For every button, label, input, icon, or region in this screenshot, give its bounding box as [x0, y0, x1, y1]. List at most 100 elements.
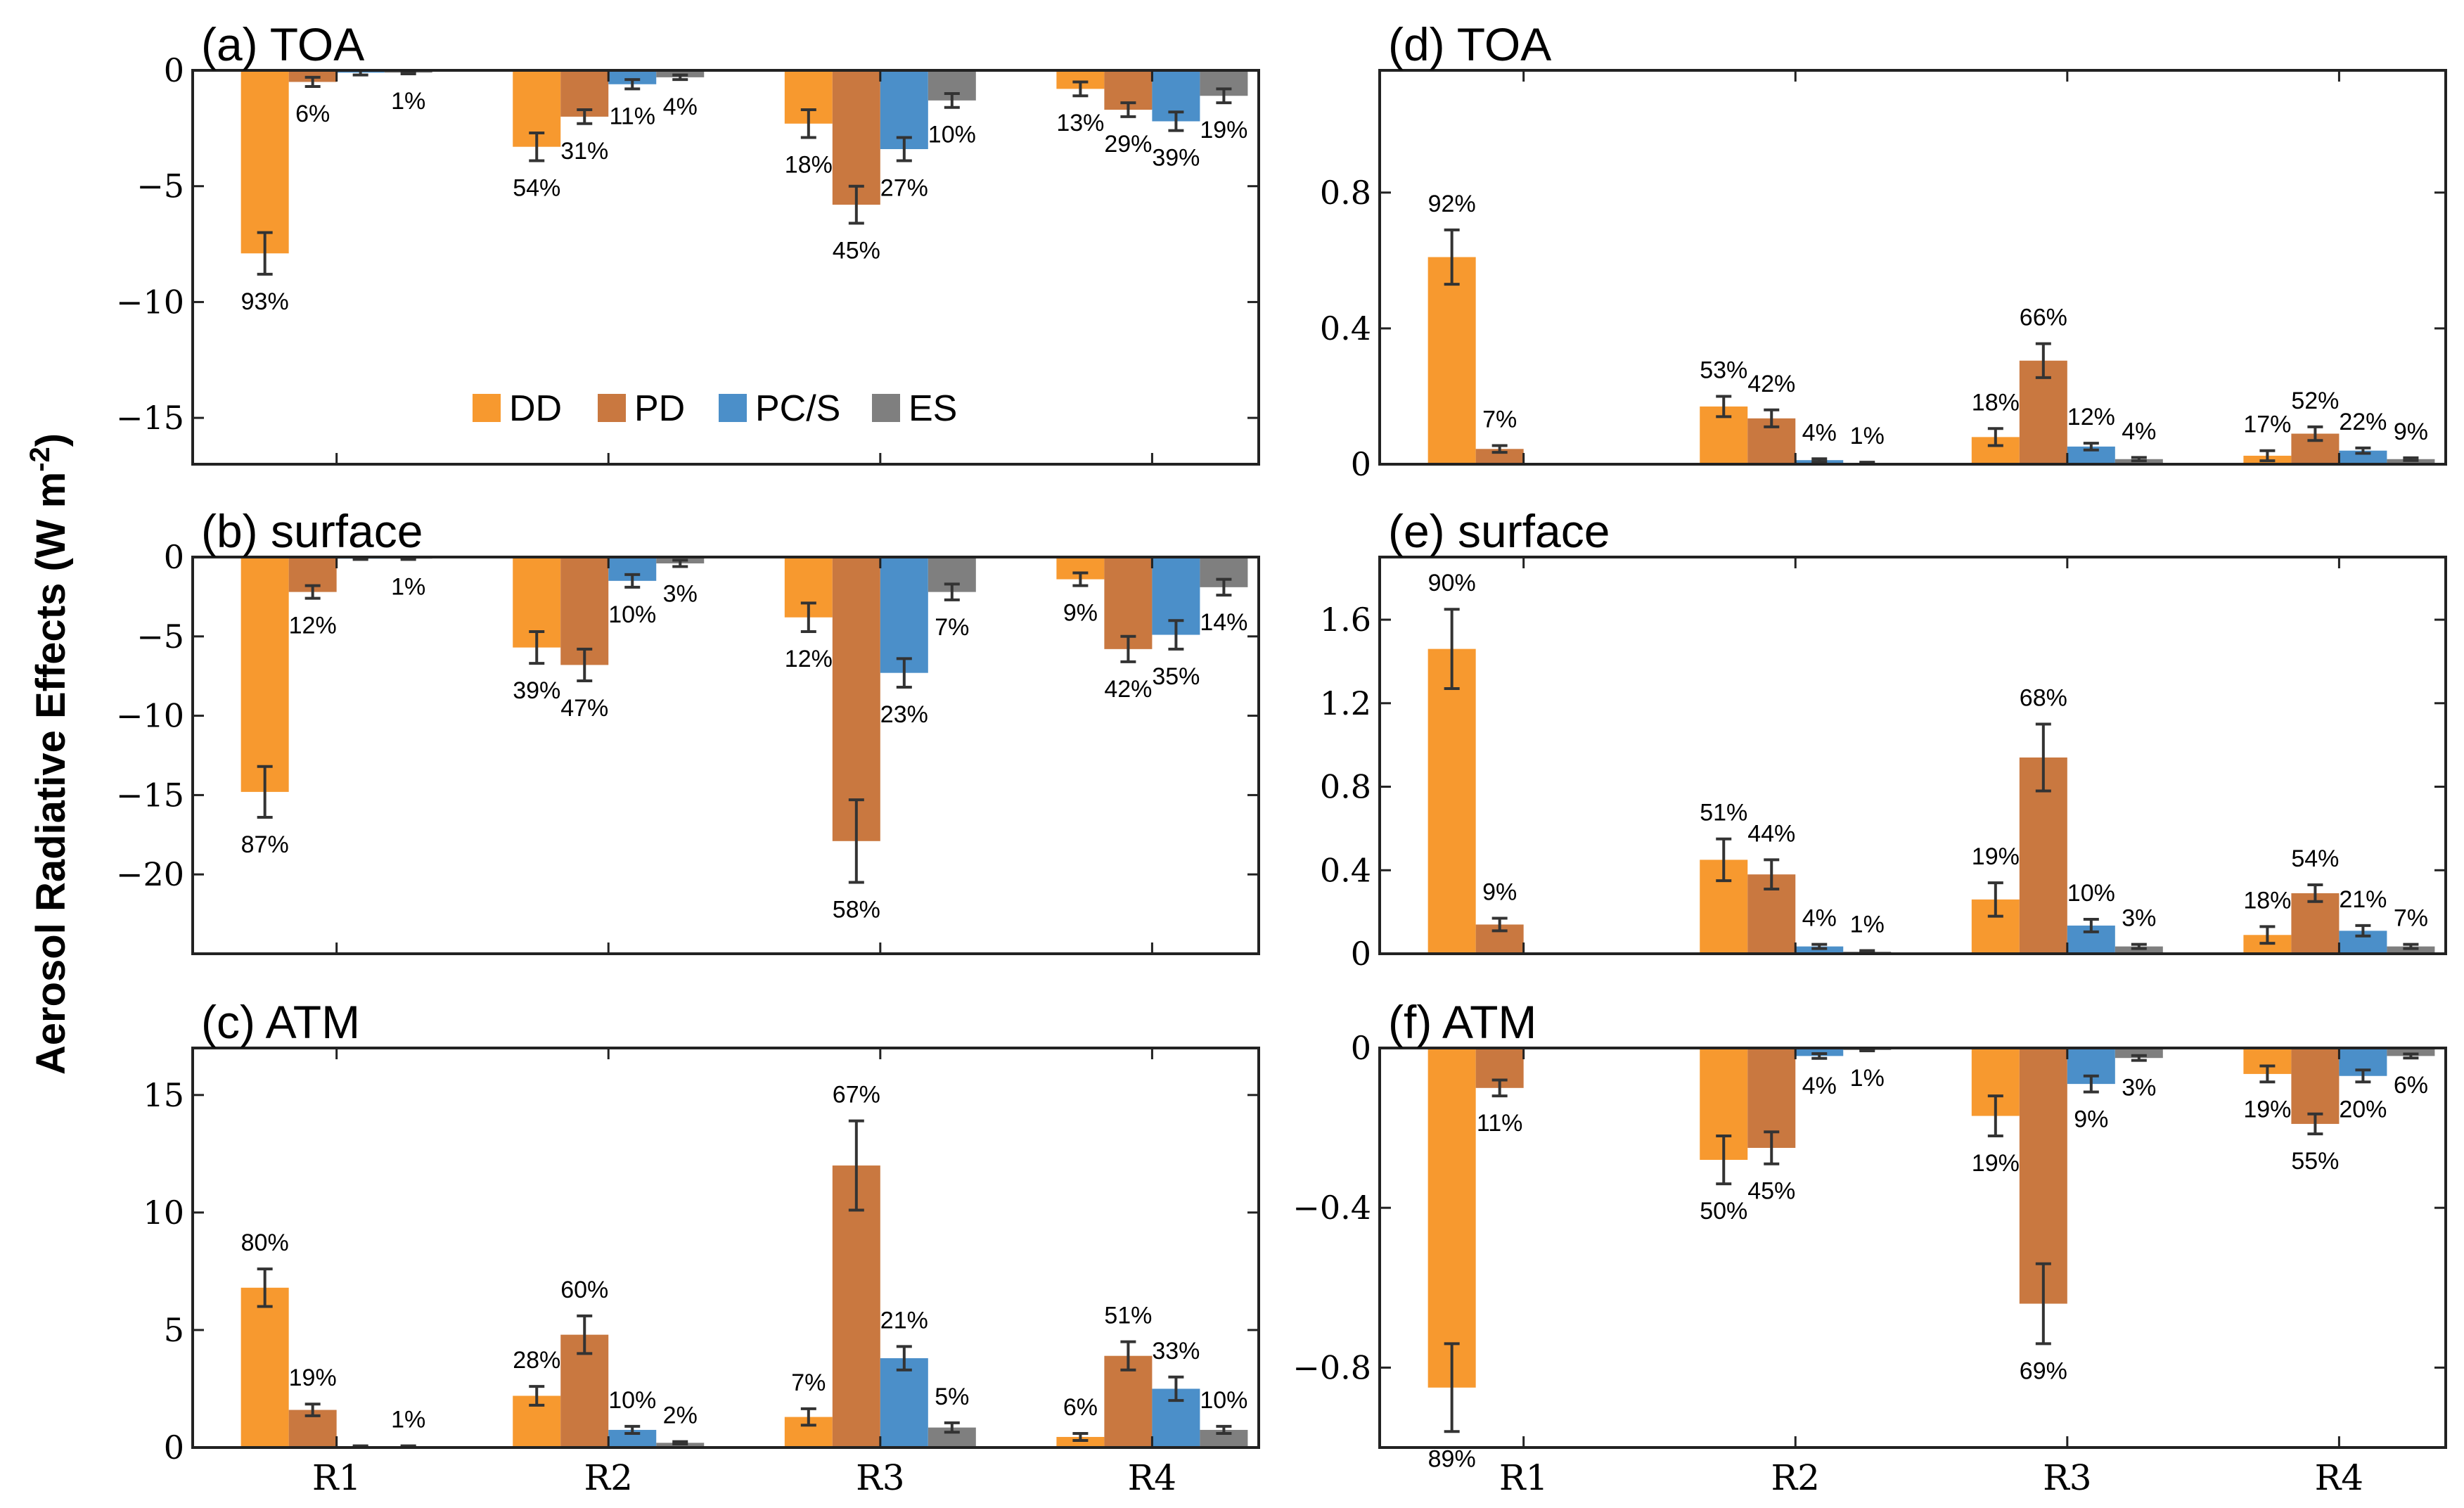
- errorbar-d-R3-PCS: [2083, 442, 2099, 452]
- pct-label-c-R2-DD: 28%: [513, 1347, 560, 1374]
- errorbar-d-R4-PD: [2307, 425, 2323, 442]
- ytick-label-a: −5: [136, 167, 184, 205]
- legend-item-PD: PD: [598, 388, 685, 429]
- pct-label-f-R3-ES: 3%: [2122, 1075, 2156, 1101]
- errorbar-a-R4-PD: [1120, 101, 1136, 118]
- errorbar-f-R2-PD: [1764, 1130, 1780, 1165]
- axes-frame-e: [1378, 556, 2447, 955]
- ytick-label-b: −20: [116, 855, 184, 893]
- category-label-f-R4: R4: [2315, 1457, 2363, 1498]
- errorbar-e-R4-PCS: [2355, 924, 2371, 938]
- pct-label-d-R2-PCS: 4%: [1802, 419, 1837, 446]
- bar-f-R3-ES: [2115, 1048, 2163, 1059]
- category-label-c-R3: R3: [856, 1457, 904, 1498]
- errorbar-c-R4-DD: [1072, 1431, 1089, 1442]
- pct-label-d-R4-PCS: 22%: [2339, 409, 2387, 435]
- legend-swatch: [719, 394, 747, 422]
- pct-label-f-R4-DD: 19%: [2243, 1096, 2291, 1123]
- pct-label-b-R2-ES: 3%: [663, 581, 698, 608]
- category-label-f-R1: R1: [1499, 1457, 1548, 1498]
- errorbar-c-R3-PD: [848, 1119, 864, 1212]
- errorbar-e-R1-DD: [1444, 608, 1460, 691]
- pct-label-a-R1-ES: 1%: [391, 88, 425, 115]
- pct-label-f-R1-PD: 11%: [1477, 1110, 1523, 1137]
- ytick-label-c: 15: [143, 1076, 184, 1114]
- pct-label-e-R4-ES: 7%: [2394, 905, 2428, 932]
- errorbar-f-R3-PD: [2035, 1262, 2051, 1346]
- ytick-label-e: 0: [1351, 935, 1371, 973]
- pct-label-b-R3-ES: 7%: [935, 614, 969, 641]
- errorbar-a-R4-DD: [1072, 80, 1089, 98]
- ytick-label-b: −10: [116, 697, 184, 735]
- errorbar-f-R2-PCS: [1811, 1052, 1828, 1060]
- errorbar-f-R1-PD: [1491, 1078, 1508, 1098]
- errorbar-b-R4-PD: [1120, 634, 1136, 663]
- ytick-label-f: −0.4: [1292, 1189, 1371, 1227]
- ytick-label-d: 0.8: [1320, 174, 1371, 212]
- bar-e-R4-ES: [2387, 946, 2435, 954]
- pct-label-a-R2-PCS: 11%: [609, 103, 655, 129]
- bar-f-R4-ES: [2387, 1048, 2435, 1056]
- errorbar-f-R2-ES: [1859, 1047, 1875, 1052]
- bar-f-R3-PD: [2019, 1048, 2067, 1304]
- legend-swatch: [598, 394, 626, 422]
- ytick-label-b: 0: [164, 538, 184, 576]
- errorbar-f-R4-ES: [2403, 1052, 2419, 1060]
- ytick-label-a: 0: [164, 51, 184, 89]
- bar-e-R2-PCS: [1795, 946, 1844, 954]
- bar-c-R1-DD: [240, 1287, 289, 1448]
- pct-label-c-R1-ES: 1%: [391, 1407, 425, 1433]
- ytick-label-c: 5: [164, 1311, 184, 1349]
- errorbar-d-R1-DD: [1444, 228, 1460, 286]
- panel-c: 80%19%1%28%60%10%2%7%67%21%5% 6%51%33%10%…: [143, 996, 1260, 1498]
- bar-a-R1-DD: [240, 70, 289, 254]
- bar-b-R1-DD: [240, 557, 289, 792]
- bar-b-R2-PD: [560, 557, 609, 665]
- errorbar-b-R1-PD: [304, 584, 321, 600]
- errorbar-d-R3-ES: [2131, 456, 2147, 463]
- panel-title-d: (d) TOA: [1388, 18, 1551, 70]
- errorbar-c-R4-PD: [1120, 1340, 1136, 1372]
- errorbar-e-R3-DD: [1987, 881, 2003, 918]
- ytick-label-d: 0: [1351, 445, 1371, 483]
- pct-label-f-R2-DD: 50%: [1700, 1198, 1747, 1225]
- pct-label-d-R3-PCS: 12%: [2067, 404, 2115, 430]
- bar-c-R3-PD: [832, 1165, 880, 1448]
- bar-e-R3-ES: [2115, 946, 2163, 954]
- legend-item-PCS: PC/S: [719, 388, 840, 429]
- errorbar-c-R2-PD: [577, 1314, 593, 1355]
- panel-d: 92% 7% 53%42% 4% 1% 18% 66% 12% 4% 17%52%22% 9% 0 0.…: [1320, 18, 2447, 483]
- pct-label-c-R1-PD: 19%: [289, 1365, 337, 1391]
- errorbar-d-R3-DD: [1987, 427, 2003, 447]
- pct-label-a-R4-PCS: 39%: [1152, 145, 1200, 172]
- panel-title-e: (e) surface: [1388, 505, 1610, 557]
- errorbar-f-R4-PCS: [2355, 1068, 2371, 1084]
- legend-label: ES: [909, 388, 957, 429]
- pct-label-d-R1-DD: 92%: [1428, 191, 1476, 217]
- errorbar-b-R2-DD: [529, 630, 545, 665]
- errorbar-b-R3-ES: [944, 582, 960, 601]
- pct-label-b-R2-PCS: 10%: [608, 601, 656, 628]
- category-label-c-R1: R1: [312, 1457, 361, 1498]
- errorbar-f-R3-DD: [1987, 1094, 2003, 1137]
- legend-label: PD: [634, 388, 685, 429]
- pct-label-a-R1-DD: 93%: [241, 288, 289, 315]
- pct-label-c-R2-ES: 2%: [663, 1402, 698, 1429]
- pct-label-b-R4-ES: 14%: [1200, 609, 1247, 636]
- legend: DD PD PC/S ES: [473, 388, 957, 429]
- ytick-label-f: 0: [1351, 1029, 1371, 1067]
- errorbar-d-R2-DD: [1716, 395, 1732, 418]
- legend-label: DD: [509, 388, 562, 429]
- errorbar-d-R4-ES: [2403, 456, 2419, 462]
- pct-label-f-R1-DD: 89%: [1428, 1445, 1476, 1472]
- pct-label-a-R4-PD: 29%: [1104, 131, 1152, 158]
- pct-label-b-R1-PD: 12%: [289, 613, 337, 639]
- panel-a: 93% 6% 1% 54%31%11% 4% 18% 45% 27%10% 13%29%39%1…: [116, 18, 1260, 466]
- errorbar-f-R2-DD: [1716, 1134, 1732, 1186]
- pct-label-c-R4-PCS: 33%: [1152, 1338, 1200, 1365]
- pct-label-a-R4-DD: 13%: [1056, 110, 1104, 136]
- bar-d-R4-PCS: [2339, 450, 2387, 464]
- ytick-label-b: −15: [116, 776, 184, 814]
- ytick-label-f: −0.8: [1292, 1348, 1371, 1386]
- errorbar-e-R2-PCS: [1811, 942, 1828, 950]
